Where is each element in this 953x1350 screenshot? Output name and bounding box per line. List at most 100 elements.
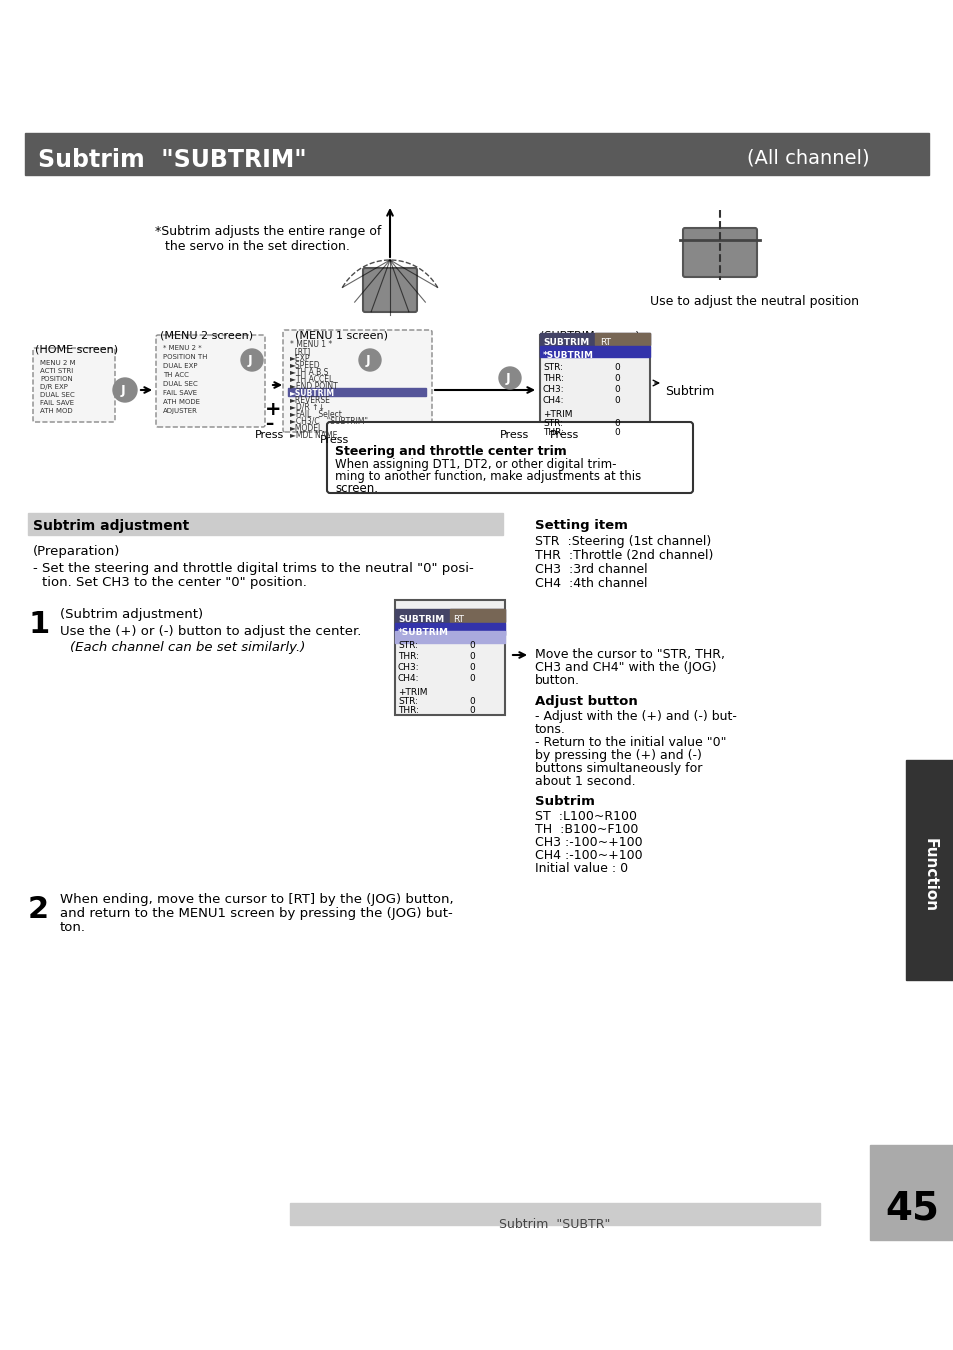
Bar <box>395 599 504 716</box>
Bar <box>595 333 649 346</box>
Text: ►FAIL   Select: ►FAIL Select <box>290 410 341 418</box>
Text: ►MODEL: ►MODEL <box>290 424 323 433</box>
Text: Steering and throttle center trim: Steering and throttle center trim <box>335 446 566 458</box>
Text: * MENU 2 *: * MENU 2 * <box>163 346 201 351</box>
FancyBboxPatch shape <box>327 423 692 493</box>
Text: 0: 0 <box>614 396 619 405</box>
Text: - Set the steering and throttle digital trims to the neutral "0" posi-: - Set the steering and throttle digital … <box>33 562 474 575</box>
Text: (HOME screen): (HOME screen) <box>35 346 118 355</box>
Text: THR:: THR: <box>542 428 563 437</box>
Text: (All channel): (All channel) <box>746 148 869 167</box>
Text: [RT]: [RT] <box>290 347 310 356</box>
Circle shape <box>241 350 263 371</box>
Text: ►EXP: ►EXP <box>290 354 310 363</box>
Text: ACTI STRI: ACTI STRI <box>40 369 73 374</box>
Bar <box>395 609 504 622</box>
Text: POSITION: POSITION <box>40 377 72 382</box>
Bar <box>28 513 502 535</box>
Text: button.: button. <box>535 674 579 687</box>
Text: *SUBTRIM: *SUBTRIM <box>542 351 594 360</box>
Text: ►D/R ↑↓: ►D/R ↑↓ <box>290 404 325 412</box>
Text: Move the cursor to "STR, THR,: Move the cursor to "STR, THR, <box>535 648 724 662</box>
Text: CH3  :3rd channel: CH3 :3rd channel <box>535 563 647 576</box>
Text: Press: Press <box>254 431 284 440</box>
Text: (Each channel can be set similarly.): (Each channel can be set similarly.) <box>70 641 305 653</box>
Text: 2: 2 <box>28 895 49 923</box>
Text: 0: 0 <box>614 363 619 373</box>
Text: ►REVERSE: ►REVERSE <box>290 396 331 405</box>
Text: Press: Press <box>319 435 349 446</box>
Text: - Adjust with the (+) and (-) but-: - Adjust with the (+) and (-) but- <box>535 710 736 724</box>
Text: STR:: STR: <box>542 418 562 428</box>
Text: DUAL SEC: DUAL SEC <box>163 381 197 387</box>
Text: ATH MOD: ATH MOD <box>40 408 72 414</box>
Text: Press: Press <box>499 431 529 440</box>
Text: J: J <box>248 354 253 367</box>
Text: Subtrim: Subtrim <box>535 795 595 809</box>
Circle shape <box>498 367 520 389</box>
Text: *Subtrim adjusts the entire range of: *Subtrim adjusts the entire range of <box>154 225 381 238</box>
Bar <box>395 622 504 634</box>
Bar <box>539 335 649 435</box>
Bar <box>450 609 504 622</box>
Text: CH4:: CH4: <box>542 396 564 405</box>
Bar <box>25 134 928 176</box>
Text: *SUBTRIM: *SUBTRIM <box>397 628 449 637</box>
Text: RT: RT <box>599 338 610 347</box>
FancyBboxPatch shape <box>682 228 757 277</box>
Text: Press: Press <box>550 431 578 440</box>
Text: J: J <box>505 373 510 385</box>
Text: STR:: STR: <box>397 697 417 706</box>
Text: 0: 0 <box>614 418 619 428</box>
Text: 0: 0 <box>614 428 619 437</box>
Text: CH4:: CH4: <box>397 674 419 683</box>
Text: 0: 0 <box>614 374 619 383</box>
Text: +: + <box>265 400 281 418</box>
Text: FAIL SAVE: FAIL SAVE <box>40 400 74 406</box>
Text: (Subtrim adjustment): (Subtrim adjustment) <box>60 608 203 621</box>
Text: –: – <box>265 414 273 433</box>
Text: DUAL SEC: DUAL SEC <box>40 392 74 398</box>
Bar <box>288 387 426 396</box>
Bar <box>395 630 504 643</box>
Text: 0: 0 <box>469 663 475 672</box>
Text: THR:: THR: <box>397 652 418 662</box>
Text: TH ACC: TH ACC <box>163 373 189 378</box>
Text: Initial value : 0: Initial value : 0 <box>535 863 627 875</box>
Text: DUAL EXP: DUAL EXP <box>163 363 197 369</box>
Text: TH  :B100~F100: TH :B100~F100 <box>535 824 638 836</box>
Text: STR:: STR: <box>397 641 417 649</box>
Text: ►MDL NAME: ►MDL NAME <box>290 431 337 440</box>
Bar <box>905 760 953 980</box>
Text: Adjust button: Adjust button <box>535 695 638 707</box>
Text: THR  :Throttle (2nd channel): THR :Throttle (2nd channel) <box>535 549 713 562</box>
Text: screen.: screen. <box>335 482 377 495</box>
Text: RT: RT <box>453 616 463 624</box>
Bar <box>869 1145 953 1241</box>
Text: ►CH3/C   "SUBTRIM": ►CH3/C "SUBTRIM" <box>290 417 368 427</box>
Text: Subtrim  "SUBTR": Subtrim "SUBTR" <box>498 1218 610 1231</box>
Text: and return to the MENU1 screen by pressing the (JOG) but-: and return to the MENU1 screen by pressi… <box>60 907 453 919</box>
Text: Subtrim: Subtrim <box>664 385 714 398</box>
Text: by pressing the (+) and (-): by pressing the (+) and (-) <box>535 749 701 761</box>
Text: - Return to the initial value "0": - Return to the initial value "0" <box>535 736 726 749</box>
Text: Subtrim adjustment: Subtrim adjustment <box>33 518 189 533</box>
Text: D/R EXP: D/R EXP <box>40 383 68 390</box>
Text: When assigning DT1, DT2, or other digital trim-: When assigning DT1, DT2, or other digita… <box>335 458 616 471</box>
Circle shape <box>112 378 137 402</box>
Text: J: J <box>121 383 126 397</box>
Text: (MENU 2 screen): (MENU 2 screen) <box>160 329 253 340</box>
Text: 0: 0 <box>469 697 475 706</box>
Text: buttons simultaneously for: buttons simultaneously for <box>535 761 701 775</box>
Text: ADJUSTER: ADJUSTER <box>163 408 197 414</box>
Text: POSITION TH: POSITION TH <box>163 354 208 360</box>
Text: ATH MODE: ATH MODE <box>163 400 200 405</box>
Text: ►TH ACCEL: ►TH ACCEL <box>290 375 333 383</box>
Text: When ending, move the cursor to [RT] by the (JOG) button,: When ending, move the cursor to [RT] by … <box>60 892 453 906</box>
Text: 0: 0 <box>614 385 619 394</box>
Text: J: J <box>366 354 370 367</box>
Text: 0: 0 <box>469 674 475 683</box>
Bar <box>290 1203 820 1224</box>
Text: ►END POINT: ►END POINT <box>290 382 337 391</box>
Text: 0: 0 <box>469 641 475 649</box>
